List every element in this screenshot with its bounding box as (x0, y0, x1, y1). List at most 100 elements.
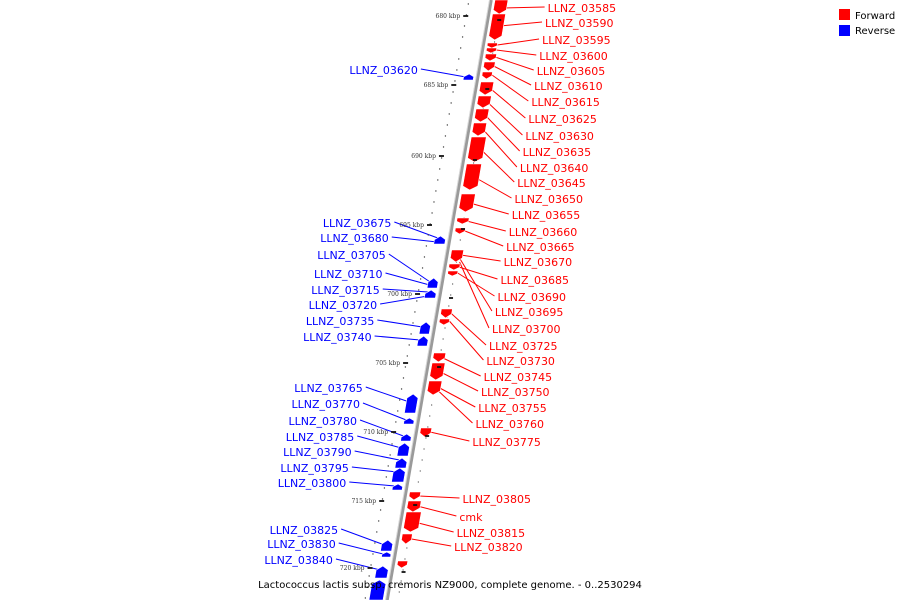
forward-gene-feature (471, 122, 488, 137)
forward-gene-label: LLNZ_03700 (492, 323, 561, 336)
forward-gene-label: LLNZ_03755 (478, 402, 547, 415)
backbone-dot (398, 399, 401, 401)
tick-label: 695 kbp (399, 222, 424, 229)
reverse-gene-label: LLNZ_03705 (317, 249, 386, 262)
legend-reverse-label: Reverse (855, 26, 895, 37)
backbone-dot (437, 179, 439, 181)
legend-forward-swatch (839, 9, 850, 20)
forward-leader-line (430, 431, 470, 442)
forward-gene-feature (438, 318, 451, 326)
reverse-gene-label: LLNZ_03825 (270, 524, 339, 537)
genome-caption: Lactococcus lactis subsp. cremoris NZ900… (258, 580, 642, 591)
forward-gene-label: LLNZ_03650 (515, 193, 584, 206)
gene-labels: LLNZ_03585 LLNZ_03590 LLNZ_03595 LLNZ_03600… (264, 2, 616, 567)
reverse-leader-line (357, 435, 402, 449)
scale-ticks: 680 kbp 685 kbp 690 kbp 695 kbp 700 kbp 705 k… (340, 13, 502, 573)
forward-gene-feature (458, 193, 476, 213)
backbone-dot (461, 36, 464, 38)
backbone-dot (425, 437, 427, 439)
reverse-gene-label: LLNZ_03780 (289, 415, 358, 428)
reverse-gene-label: LLNZ_03715 (311, 284, 380, 297)
forward-gene-feature (481, 71, 493, 80)
reverse-gene-label: LLNZ_03620 (349, 64, 418, 77)
backbone-dot (391, 443, 393, 445)
backbone-dot (433, 201, 435, 203)
backbone-dot (431, 404, 433, 406)
forward-leader-line (448, 320, 484, 361)
backbone-dot (376, 531, 378, 533)
backbone-dot (412, 322, 414, 324)
forward-gene-label: LLNZ_03775 (472, 436, 541, 449)
forward-leader-line (494, 56, 534, 71)
leader-lines (335, 6, 545, 571)
backbone-dot (427, 234, 429, 236)
tick-label: 715 kbp (351, 498, 376, 505)
reverse-gene-feature (400, 433, 412, 442)
forward-leader-line (440, 371, 479, 392)
reverse-gene-label: LLNZ_03770 (291, 398, 360, 411)
backbone-dot (419, 278, 422, 280)
reverse-gene-label: LLNZ_03785 (286, 431, 355, 444)
forward-gene-label: LLNZ_03820 (454, 541, 523, 554)
forward-gene-label: LLNZ_03725 (489, 340, 558, 353)
forward-gene-label: LLNZ_03605 (537, 65, 606, 78)
reverse-gene-feature (462, 73, 475, 81)
reverse-gene-feature (418, 321, 431, 335)
backbone-dot (372, 553, 374, 555)
reverse-gene-feature (403, 417, 415, 425)
backbone-dot (456, 69, 458, 71)
gene-features (368, 0, 509, 600)
reverse-gene-label: LLNZ_03765 (294, 382, 363, 395)
backbone-dot (429, 415, 431, 417)
forward-leader-line (503, 6, 545, 9)
backbone-dot (442, 338, 444, 340)
backbone-dot (431, 212, 433, 214)
backbone-dot (400, 580, 402, 582)
forward-gene-label: LLNZ_03730 (486, 355, 555, 368)
backbone-dot (406, 547, 408, 549)
forward-leader-line (491, 74, 529, 102)
forward-leader-line (419, 495, 460, 499)
backbone-dot (366, 586, 368, 588)
backbone-dot (387, 465, 389, 467)
reverse-gene-feature (374, 565, 389, 579)
forward-gene-label: LLNZ_03750 (481, 386, 550, 399)
reverse-gene-label: LLNZ_03740 (303, 331, 372, 344)
legend-reverse: Reverse (839, 25, 895, 37)
forward-gene-feature (483, 61, 496, 72)
forward-gene-feature (448, 263, 461, 271)
forward-leader-line (442, 357, 481, 377)
backbone-dot (442, 146, 445, 148)
backbone-dot (452, 91, 454, 93)
forward-gene-feature (485, 47, 498, 54)
reverse-leader-line (354, 450, 400, 461)
backbone-dot (458, 58, 460, 60)
reverse-leader-line (391, 236, 438, 243)
backbone-dot (397, 410, 399, 412)
backbone-dot (467, 3, 470, 5)
forward-gene-label: LLNZ_03635 (523, 146, 592, 159)
reverse-gene-feature (416, 335, 429, 347)
genome-backbone (385, 0, 493, 600)
forward-gene-feature (488, 13, 506, 41)
backbone-dot (444, 135, 447, 137)
forward-gene-feature (447, 270, 459, 277)
forward-gene-feature (408, 491, 422, 501)
forward-gene-label: LLNZ_03630 (525, 130, 594, 143)
reverse-leader-line (335, 558, 381, 571)
forward-gene-feature (406, 500, 422, 513)
backbone-dot (414, 311, 416, 313)
backbone-dot (406, 355, 408, 357)
backbone-dot (421, 267, 424, 269)
reverse-gene-feature (433, 235, 446, 245)
forward-leader-line (414, 521, 454, 533)
forward-gene-label: LLNZ_03685 (500, 274, 569, 287)
backbone-dot (402, 377, 405, 379)
forward-gene-label: LLNZ_03760 (476, 418, 545, 431)
legend-reverse-swatch (839, 25, 850, 36)
reverse-gene-feature (404, 393, 419, 414)
backbone-dot (452, 283, 454, 285)
forward-gene-feature (456, 217, 470, 225)
reverse-leader-line (374, 335, 421, 341)
forward-gene-label: LLNZ_03625 (528, 113, 597, 126)
